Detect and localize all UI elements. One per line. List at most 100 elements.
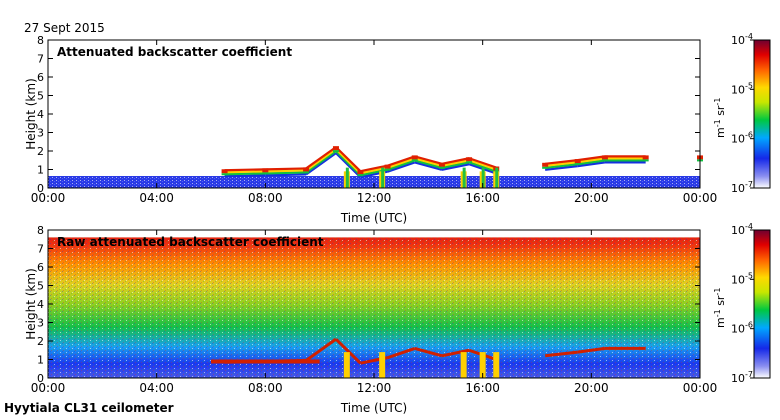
precip-column-core — [345, 167, 349, 188]
cloud-layer-segment — [387, 155, 416, 167]
x-tick-label: 08:00 — [248, 381, 283, 395]
cloud-layer-segment — [305, 148, 337, 172]
cloud-layer-segment — [577, 159, 606, 166]
cloud-layer-segment — [360, 164, 388, 173]
cloud-point — [642, 155, 649, 160]
colorbar-tick-label: 10-4 — [731, 32, 753, 47]
precip-column-core — [481, 167, 485, 188]
cloud-layer-segment — [468, 159, 497, 171]
cloud-point-base — [303, 171, 310, 174]
cloud-point — [332, 146, 339, 151]
x-tick-label: 04:00 — [139, 191, 174, 205]
cloud-layer-segment — [414, 161, 443, 171]
colorbar-2-unit-label: m-1 sr-1 — [713, 288, 727, 328]
cloud-layer-segment — [441, 157, 470, 165]
colorbar-2: 10-7 10-6 10-5 10-4 m-1 sr-1 — [713, 222, 771, 385]
y-tick-label: 1 — [37, 354, 44, 367]
cloud-layer-segment — [387, 346, 416, 360]
cloud-layer-segment — [334, 338, 362, 365]
cloud-layer-segment — [335, 152, 362, 178]
colorbar-1-unit-label: m-1 sr-1 — [713, 98, 727, 138]
y-tick-label: 6 — [37, 71, 44, 84]
cloud-point — [262, 168, 269, 173]
y-tick-label: 0 — [37, 372, 44, 385]
y-tick-label: 8 — [37, 224, 44, 237]
cloud-layer-segment — [335, 150, 362, 176]
y-tick-label: 7 — [37, 243, 44, 256]
cloud-point — [542, 162, 549, 167]
cloud-layer-segment — [265, 173, 307, 177]
panel-2-noise-speckle — [48, 236, 700, 378]
cloud-layer-segment — [335, 148, 362, 174]
x-tick-label: 00:00 — [683, 191, 718, 205]
cloud-layer-segment — [387, 161, 416, 173]
colorbar-2-ticks: 10-7 10-6 10-5 10-4 — [731, 222, 754, 385]
cloud-layer-segment — [265, 167, 307, 171]
cloud-layer-segment — [224, 170, 266, 174]
panel-1-xlabel: Time (UTC) — [340, 211, 407, 225]
colorbar-tick-label: 10-6 — [731, 321, 753, 336]
panel-1-title: Attenuated backscatter coefficient — [57, 45, 292, 59]
precip-column — [479, 352, 486, 378]
x-tick-label: 20:00 — [574, 191, 609, 205]
x-tick-label: 00:00 — [683, 381, 718, 395]
panel-1: Attenuated backscatter coefficient 00:00… — [24, 34, 717, 225]
cloud-point — [303, 167, 310, 172]
x-tick-label: 00:00 — [31, 381, 66, 395]
cloud-layer-segment — [265, 358, 307, 363]
cloud-point-base — [384, 168, 391, 171]
cloud-point-base — [332, 150, 339, 153]
y-tick-label: 6 — [37, 261, 44, 274]
precip-column-core — [495, 167, 499, 188]
cloud-layer-segment — [441, 348, 470, 358]
cloud-layer-segment — [414, 159, 443, 169]
colorbar-tick-label: 10-5 — [731, 81, 753, 96]
x-tick-label: 16:00 — [465, 191, 500, 205]
cloud-point-base — [466, 161, 473, 164]
cloud-layer-segment — [545, 161, 578, 167]
colorbar-1-scale — [753, 39, 771, 189]
colorbar-tick-label: 10-7 — [731, 370, 753, 385]
cloud-layer-segment — [387, 157, 416, 169]
panel-2-ylabel: Height (km) — [24, 268, 38, 339]
date-label: 27 Sept 2015 — [24, 21, 105, 35]
cloud-layer-segment — [545, 159, 578, 165]
x-tick-label: 00:00 — [31, 191, 66, 205]
panel-2: Raw attenuated backscatter coefficient 0… — [24, 224, 717, 415]
y-tick-label: 1 — [37, 164, 44, 177]
cloud-point-base — [601, 159, 608, 162]
cloud-layer-segment — [305, 152, 337, 176]
colorbar-2-scale — [753, 229, 771, 379]
panel-1-ylabel: Height (km) — [24, 78, 38, 149]
cloud-layer-segment — [335, 146, 362, 172]
cloud-point-base — [574, 163, 581, 166]
panel-2-axes: 00:00 04:00 08:00 12:00 16:00 20:00 00:0001234… — [31, 224, 718, 395]
cloud-layer-segment — [544, 350, 578, 358]
cloud-layer-segment — [387, 159, 416, 171]
y-tick-label: 3 — [37, 317, 44, 330]
cloud-point-base — [221, 173, 228, 176]
panel-1-background — [48, 40, 700, 188]
precip-column-core — [462, 167, 466, 188]
panel-2-title: Raw attenuated backscatter coefficient — [57, 235, 324, 249]
x-tick-label: 04:00 — [139, 381, 174, 395]
colorbar-1-ticks: 10-7 10-6 10-5 10-4 — [731, 32, 754, 195]
cloud-layer-segment — [577, 155, 606, 162]
precip-column-core — [381, 167, 385, 188]
x-tick-label: 12:00 — [357, 381, 392, 395]
panel-2-xlabel: Time (UTC) — [340, 401, 407, 415]
colorbar-tick-label: 10-5 — [731, 271, 753, 286]
precip-column — [460, 352, 467, 378]
cloud-layer-segment — [468, 161, 497, 173]
cloud-point — [574, 159, 581, 164]
instrument-label: Hyytiala CL31 ceilometer — [4, 401, 174, 415]
cloud-layer-segment — [468, 157, 497, 169]
colorbar-1: 10-7 10-6 10-5 10-4 m-1 sr-1 — [713, 32, 771, 195]
y-tick-label: 4 — [37, 108, 44, 121]
y-tick-label: 4 — [37, 298, 44, 311]
colorbar-tick-label: 10-6 — [731, 131, 753, 146]
cloud-point — [357, 170, 364, 175]
cloud-layer-segment — [305, 337, 337, 362]
y-tick-label: 5 — [37, 280, 44, 293]
